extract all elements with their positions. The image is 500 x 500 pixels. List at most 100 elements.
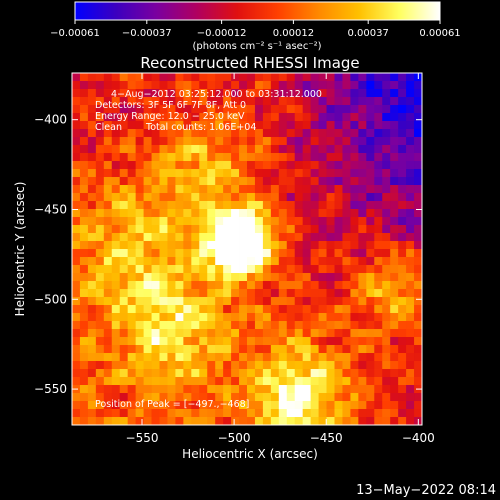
heatmap-cell [302,249,312,258]
heatmap-cell [286,273,296,282]
heatmap-cell [270,281,280,290]
heatmap-cell [350,337,359,346]
heatmap-cell [382,209,391,218]
heatmap-cell [350,137,359,146]
heatmap-cell [342,385,351,394]
heatmap-cell [278,241,288,250]
heatmap-cell [318,153,327,162]
heatmap-cell [151,385,160,394]
heatmap-cell [310,89,319,98]
heatmap-cell [247,249,256,258]
heatmap-cell [111,297,121,306]
heatmap-cell [119,241,129,250]
heatmap-cell [95,113,105,122]
heatmap-cell [374,369,383,378]
heatmap-cell [103,369,113,378]
heatmap-cell [326,321,335,330]
heatmap-cell [119,281,129,290]
heatmap-cell [262,369,272,378]
heatmap-cell [342,361,351,370]
heatmap-cell [87,377,97,386]
heatmap-cell [342,217,351,226]
heatmap-cell [398,369,407,378]
heatmap-cell [382,297,391,306]
heatmap-cell [270,305,280,314]
heatmap-cell [167,329,176,338]
heatmap-cell [239,281,248,290]
heatmap-cell [247,185,256,194]
heatmap-cell [207,145,216,154]
heatmap-cell [326,337,335,346]
heatmap-cell [79,345,89,354]
heatmap-cell [358,417,367,425]
heatmap-cell [239,169,248,178]
heatmap-cell [310,313,319,322]
heatmap-cell [159,289,168,298]
heatmap-cell [127,361,137,370]
heatmap-cell [278,345,288,354]
heatmap-cell [286,209,296,218]
heatmap-cell [342,233,351,242]
heatmap-cell [326,73,335,82]
heatmap-cell [326,129,335,138]
heatmap-cell [390,201,399,210]
heatmap-cell [111,249,121,258]
heatmap-cell [294,185,304,194]
heatmap-cell [207,401,216,410]
heatmap-cell [231,217,240,226]
heatmap-cell [191,401,200,410]
heatmap-cell [239,153,248,162]
colorbar-tick-label: 0.00061 [419,28,460,39]
heatmap-cell [318,305,327,314]
heatmap-cell [87,289,97,298]
heatmap-cell [294,161,304,170]
heatmap-cell [270,377,280,386]
heatmap-cell [334,369,343,378]
heatmap-cell [239,313,248,322]
heatmap-cell [207,201,216,210]
heatmap-cell [310,113,319,122]
heatmap-cell [310,321,319,330]
heatmap-cell [366,385,375,394]
heatmap-cell [95,193,105,202]
heatmap-cell [286,281,296,290]
heatmap-cell [183,73,192,82]
heatmap-cell [262,321,272,330]
heatmap-cell [318,177,327,186]
heatmap-cell [318,353,327,362]
heatmap-cell [286,249,296,258]
heatmap-cell [318,73,327,82]
heatmap-cell [270,273,280,282]
heatmap-cell [151,297,160,306]
heatmap-cell [270,193,280,202]
heatmap-cell [127,385,137,394]
heatmap-cell [310,273,319,282]
heatmap-cell [350,105,359,114]
heatmap-cell [374,313,383,322]
heatmap-cell [79,225,89,234]
heatmap-cell [95,385,105,394]
heatmap-cell [159,369,168,378]
heatmap-cell [278,305,288,314]
heatmap-cell [167,145,176,154]
heatmap-cell [374,145,383,154]
heatmap-cell [79,321,89,330]
heatmap-cell [159,385,168,394]
heatmap-cell [223,297,232,306]
heatmap-cell [215,265,224,274]
heatmap-cell [342,377,351,386]
heatmap-cell [183,193,192,202]
heatmap-cell [366,409,375,418]
heatmap-cell [358,169,367,178]
heatmap-cell [406,185,415,194]
y-tick-label: −550 [34,382,67,396]
heatmap-cell [398,337,407,346]
heatmap-cell [398,97,407,106]
heatmap-cell [374,89,383,98]
heatmap-cell [215,121,224,130]
heatmap-cell [103,129,113,138]
heatmap-cell [398,393,407,402]
heatmap-cell [111,217,121,226]
heatmap-cell [223,353,232,362]
heatmap-cell [374,169,383,178]
